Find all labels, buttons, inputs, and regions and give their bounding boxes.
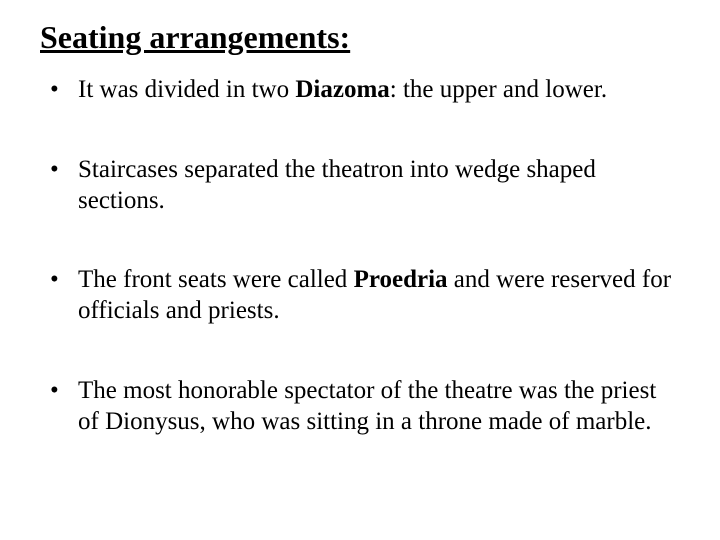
slide-title: Seating arrangements: xyxy=(40,18,680,56)
list-item: The front seats were called Proedria and… xyxy=(50,264,680,327)
text-pre: The front seats were called xyxy=(78,266,354,293)
list-item: The most honorable spectator of the thea… xyxy=(50,375,680,438)
text-pre: The most honorable spectator of the thea… xyxy=(78,377,656,435)
bullet-list: It was divided in two Diazoma: the upper… xyxy=(40,74,680,437)
text-pre: It was divided in two xyxy=(78,76,295,103)
list-item: Staircases separated the theatron into w… xyxy=(50,154,680,217)
list-item: It was divided in two Diazoma: the upper… xyxy=(50,74,680,105)
text-bold: Proedria xyxy=(354,266,448,293)
text-bold: Diazoma xyxy=(295,76,389,103)
slide: Seating arrangements: It was divided in … xyxy=(0,0,720,540)
text-post: : the upper and lower. xyxy=(390,76,607,103)
text-pre: Staircases separated the theatron into w… xyxy=(78,156,596,214)
